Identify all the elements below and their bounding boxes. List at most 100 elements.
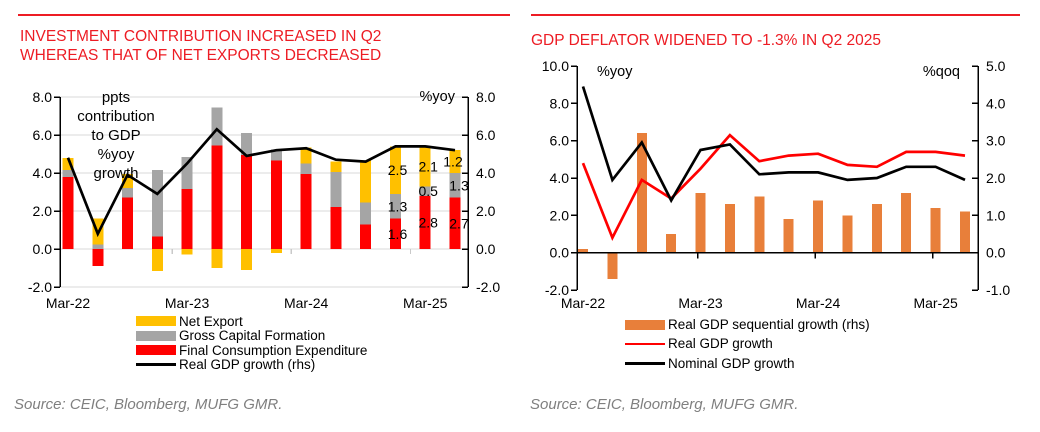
legend-item-real-gdp-growth: Real GDP growth — [625, 334, 870, 353]
ppts-annotation-line: ppts — [102, 89, 130, 106]
bar-segment-net-export — [151, 249, 163, 271]
nominal-gdp-growth-line — [581, 86, 966, 204]
y-tick-label-right: 6.0 — [476, 127, 496, 143]
bar-segment-gross-capital-formation — [241, 133, 253, 155]
y-tick-label-left: 0.0 — [33, 241, 53, 257]
legend-item-net-export: Net Export — [136, 314, 367, 329]
x-tick-label: Mar-25 — [913, 295, 958, 311]
legend-line-swatch — [625, 342, 665, 346]
ppts-annotation-line: to GDP — [91, 127, 140, 144]
x-tick-label: Mar-24 — [284, 295, 329, 311]
x-tick-label: Mar-25 — [403, 295, 448, 311]
bar-real-gdp-sequential-growth-rhs — [578, 248, 588, 253]
bar-segment-net-export — [330, 161, 342, 172]
bar-real-gdp-sequential-growth-rhs — [901, 192, 912, 253]
y-tick-label-right: -2.0 — [476, 279, 500, 295]
right-chart: 10.0 8.0 6.0 4.0 2.0 0.0 -2.0 5.0 4.0 3.0 2.0 1.0 0.… — [542, 58, 1011, 311]
bar-real-gdp-sequential-growth-rhs — [607, 252, 618, 279]
bar-segment-final-consumption-expenditure — [300, 173, 312, 249]
bar-data-label: 1.6 — [388, 226, 408, 242]
bar-segment-net-export — [181, 249, 193, 255]
bar-segment-net-export — [211, 249, 223, 268]
right-axis-unit-label: %yoy — [420, 89, 456, 105]
legend-label: Net Export — [179, 313, 243, 329]
bar-segment-final-consumption-expenditure — [390, 218, 401, 249]
legend-item-final-consumption-expenditure: Final Consumption Expenditure — [136, 343, 367, 358]
legend-bar-swatch — [136, 345, 176, 356]
left-panel-top-rule — [18, 14, 510, 16]
bar-segment-net-export — [390, 146, 401, 194]
y-tick-label-left: 4.0 — [33, 165, 53, 181]
legend-label: Real GDP sequential growth (rhs) — [668, 317, 870, 333]
left-chart-title: INVESTMENT CONTRIBUTION INCREASED IN Q2 … — [20, 27, 381, 65]
right-axis-unit-label: %qoq — [923, 64, 960, 80]
legend-bar-swatch — [136, 316, 176, 327]
bar-segment-net-export — [270, 249, 282, 253]
y-tick-label-right: -1.0 — [986, 282, 1010, 298]
legend-label: Final Consumption Expenditure — [179, 342, 368, 358]
x-tick-label: Mar-24 — [796, 295, 841, 311]
bar-real-gdp-sequential-growth-rhs — [666, 234, 677, 253]
bar-segment-final-consumption-expenditure — [270, 160, 282, 249]
y-tick-label-right: 2.0 — [986, 170, 1006, 186]
left-source-note: Source: CEIC, Bloomberg, MUFG GMR. — [14, 396, 283, 413]
bar-segment-final-consumption-expenditure — [92, 249, 104, 267]
bar-segment-net-export — [449, 150, 461, 173]
legend-bar-swatch — [136, 330, 176, 341]
bar-segment-final-consumption-expenditure — [241, 154, 253, 249]
legend-line-swatch — [625, 361, 665, 365]
legend-item-gross-capital-formation: Gross Capital Formation — [136, 328, 367, 344]
y-tick-label-left: 6.0 — [33, 127, 53, 143]
bar-segment-final-consumption-expenditure — [449, 197, 461, 249]
legend-label: Real GDP growth (rhs) — [179, 357, 316, 373]
bar-data-label: 2.5 — [388, 162, 408, 178]
legend-label: Gross Capital Formation — [179, 328, 326, 344]
y-tick-label-right: 5.0 — [986, 58, 1006, 74]
bar-segment-net-export — [62, 157, 74, 171]
y-tick-label-left: 6.0 — [550, 133, 570, 149]
bar-segment-gross-capital-formation — [211, 107, 223, 146]
y-tick-label-left: 0.0 — [550, 245, 570, 261]
right-panel-top-rule — [531, 14, 1020, 16]
bar-segment-gross-capital-formation — [419, 186, 431, 196]
x-tick-label: Mar-23 — [678, 295, 723, 311]
y-tick-label-left: 2.0 — [550, 207, 570, 223]
bar-segment-gross-capital-formation — [151, 170, 163, 237]
bar-real-gdp-sequential-growth-rhs — [754, 196, 765, 253]
bar-segment-gross-capital-formation — [360, 202, 372, 225]
bar-segment-gross-capital-formation — [270, 149, 282, 161]
bar-segment-net-export — [360, 160, 372, 203]
bar-segment-final-consumption-expenditure — [330, 207, 342, 249]
bar-real-gdp-sequential-growth-rhs — [930, 207, 941, 253]
y-tick-label-left: -2.0 — [545, 282, 569, 298]
y-tick-label-right: 8.0 — [476, 89, 496, 105]
bar-segment-gross-capital-formation — [62, 170, 74, 177]
y-tick-label-right: 3.0 — [986, 133, 1006, 149]
ppts-annotation-line: growth — [93, 165, 138, 182]
bar-data-label: 0.5 — [418, 183, 438, 199]
bar-real-gdp-sequential-growth-rhs — [636, 133, 647, 253]
right-chart-legend: Real GDP sequential growth (rhs) Real GDP… — [625, 315, 870, 373]
bar-real-gdp-sequential-growth-rhs — [842, 215, 853, 253]
real-gdp-growth-line — [66, 127, 456, 238]
legend-item-real-gdp-sequential-growth-rhs: Real GDP sequential growth (rhs) — [625, 315, 870, 334]
bar-segment-net-export — [241, 249, 253, 270]
bar-data-label: 2.7 — [449, 215, 469, 231]
x-tick-label: Mar-23 — [165, 295, 210, 311]
y-tick-label-right: 4.0 — [476, 165, 496, 181]
bar-segment-final-consumption-expenditure — [211, 145, 223, 249]
right-source-note: Source: CEIC, Bloomberg, MUFG GMR. — [530, 396, 799, 413]
bar-segment-gross-capital-formation — [330, 172, 342, 208]
y-tick-label-left: 8.0 — [33, 89, 53, 105]
bar-data-label: 2.8 — [418, 214, 438, 230]
bar-segment-final-consumption-expenditure — [151, 236, 163, 249]
bar-data-label: 2.1 — [418, 158, 438, 174]
y-tick-label-left: 10.0 — [542, 58, 569, 74]
x-tick-label: Mar-22 — [561, 295, 606, 311]
bar-real-gdp-sequential-growth-rhs — [783, 219, 794, 253]
bar-data-label: 1.2 — [443, 154, 463, 170]
ppts-annotation-line: %yoy — [98, 146, 135, 163]
bar-real-gdp-sequential-growth-rhs — [960, 211, 970, 253]
y-tick-label-right: 1.0 — [986, 207, 1006, 223]
